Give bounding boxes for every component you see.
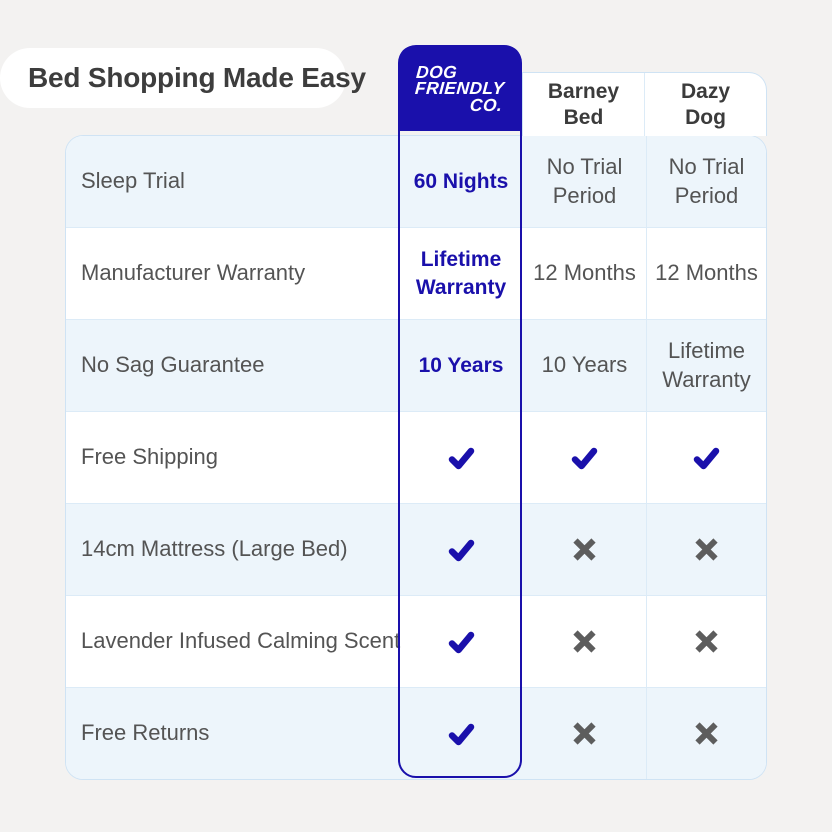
table-row: Free Shipping: [66, 412, 766, 504]
feature-label: 14cm Mattress (Large Bed): [81, 536, 348, 562]
dog-friendly-co-value: [399, 504, 523, 595]
table-row: 14cm Mattress (Large Bed): [66, 504, 766, 596]
feature-label: Manufacturer Warranty: [81, 260, 306, 286]
check-icon: [448, 446, 475, 470]
dazy-dog-value: [646, 504, 766, 595]
dazy-dog-value: Lifetime Warranty: [646, 320, 766, 411]
table-row: Lavender Infused Calming Scent: [66, 596, 766, 688]
dog-friendly-co-value: [399, 688, 523, 779]
dog-friendly-co-value: [399, 596, 523, 687]
feature-label: Free Shipping: [81, 444, 218, 470]
column-header-barney-bed-label: Barney Bed: [547, 80, 620, 129]
table-row: Free Returns: [66, 688, 766, 779]
barney-bed-value: No Trial Period: [546, 153, 623, 208]
check-icon: [448, 538, 475, 562]
competitor-header-strip: Barney Bed Dazy Dog: [522, 72, 767, 136]
dazy-dog-value: No Trial Period: [646, 136, 766, 227]
column-header-dazy-dog-label: Dazy Dog: [680, 80, 731, 129]
comparison-table: Sleep Trial 60 Nights No Trial Period No…: [65, 135, 767, 780]
check-icon: [571, 446, 598, 470]
cross-icon: [572, 537, 597, 562]
dazy-dog-value: [646, 688, 766, 779]
title-banner: Bed Shopping Made Easy: [0, 48, 366, 108]
barney-bed-value: 12 Months: [533, 260, 636, 286]
cross-icon: [694, 629, 719, 654]
check-icon: [448, 722, 475, 746]
check-icon: [448, 630, 475, 654]
feature-label: No Sag Guarantee: [81, 352, 265, 378]
check-icon: [693, 446, 720, 470]
barney-bed-value: 10 Years: [541, 352, 628, 378]
cross-icon: [694, 721, 719, 746]
dog-friendly-co-value: Lifetime Warranty: [415, 248, 507, 299]
cross-icon: [572, 629, 597, 654]
feature-label: Sleep Trial: [81, 168, 185, 194]
dog-friendly-co-logo: DOG FRIENDLY CO.: [414, 62, 507, 115]
column-header-dazy-dog: Dazy Dog: [644, 73, 766, 136]
cross-icon: [572, 721, 597, 746]
dog-friendly-co-value: 10 Years: [418, 353, 504, 377]
feature-label: Lavender Infused Calming Scent: [81, 628, 401, 654]
dazy-dog-value: [646, 596, 766, 687]
dog-friendly-co-value: [399, 412, 523, 503]
dog-friendly-co-value: 60 Nights: [413, 169, 509, 193]
cross-icon: [694, 537, 719, 562]
barney-bed-value: [523, 412, 646, 503]
logo-line-3: CO.: [469, 94, 504, 115]
barney-bed-value: [523, 596, 646, 687]
page-title: Bed Shopping Made Easy: [28, 62, 366, 93]
dazy-dog-value: 12 Months: [646, 228, 766, 319]
table-row: No Sag Guarantee 10 Years 10 Years Lifet…: [66, 320, 766, 412]
barney-bed-value: [523, 504, 646, 595]
column-header-barney-bed: Barney Bed: [523, 73, 644, 136]
table-row: Manufacturer Warranty Lifetime Warranty …: [66, 228, 766, 320]
dazy-dog-value: [646, 412, 766, 503]
feature-label: Free Returns: [81, 720, 210, 746]
table-row: Sleep Trial 60 Nights No Trial Period No…: [66, 136, 766, 228]
brand-column-header: DOG FRIENDLY CO.: [399, 46, 521, 131]
barney-bed-value: [523, 688, 646, 779]
